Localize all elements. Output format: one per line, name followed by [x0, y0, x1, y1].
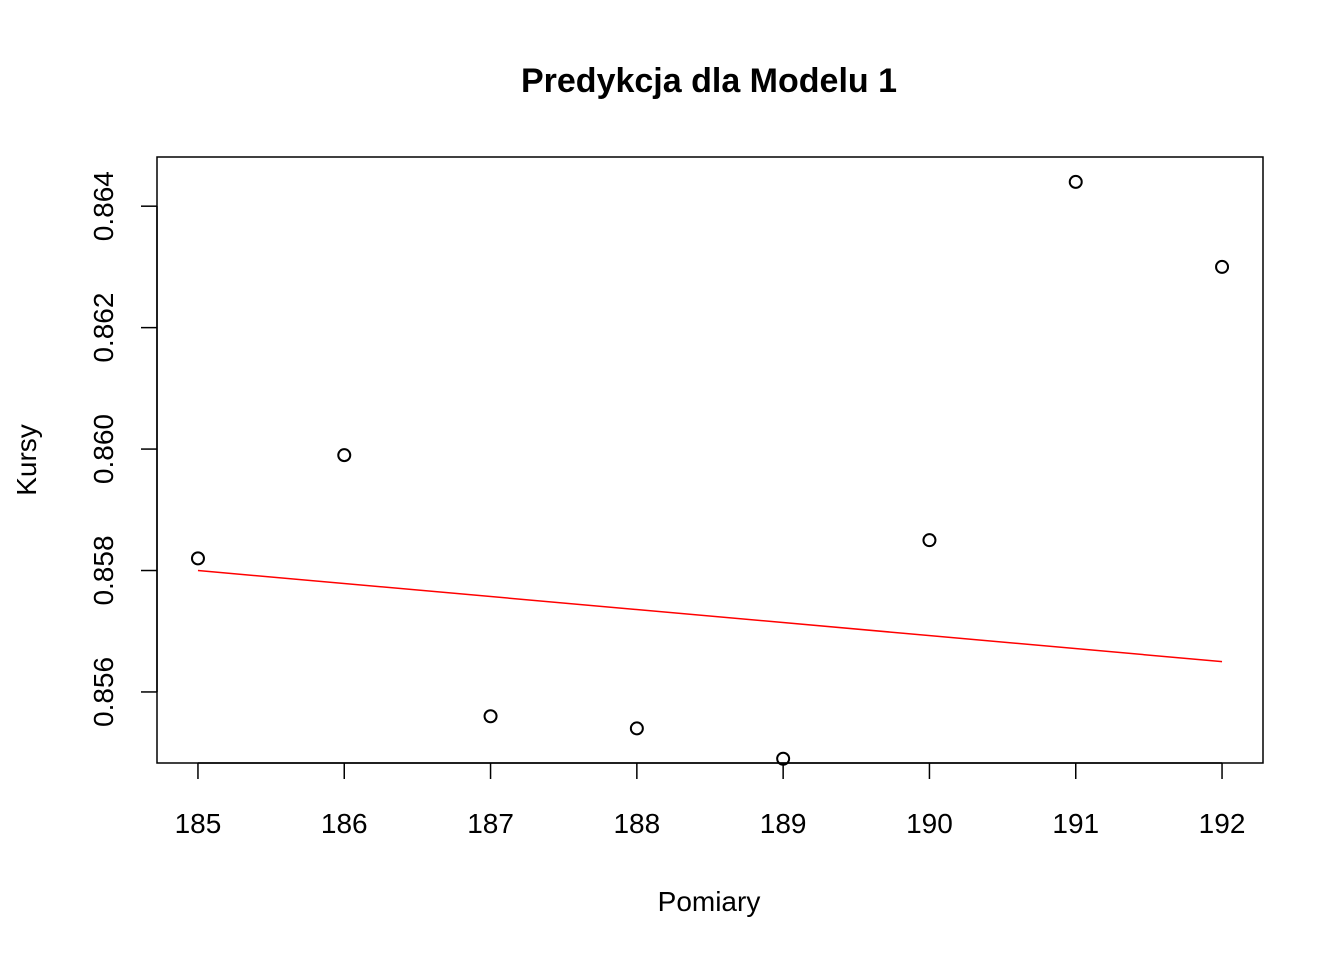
x-tick-label: 188 — [613, 808, 660, 839]
x-tick-label: 189 — [760, 808, 807, 839]
y-tick-label: 0.864 — [88, 171, 119, 241]
y-axis: 0.856 0.858 0.860 0.862 0.864 — [88, 171, 158, 727]
regression-line — [197, 569, 1223, 663]
y-tick-label: 0.862 — [88, 293, 119, 363]
plot-frame — [156, 156, 1264, 764]
x-tick-label: 190 — [906, 808, 953, 839]
data-point — [776, 751, 791, 766]
y-tick-label: 0.860 — [88, 414, 119, 484]
y-tick-label: 0.856 — [88, 657, 119, 727]
data-point — [483, 709, 498, 724]
y-tick-label: 0.858 — [88, 535, 119, 605]
data-point — [922, 533, 937, 548]
data-point — [190, 551, 205, 566]
data-point — [1068, 174, 1083, 189]
series-layer — [190, 174, 1230, 766]
x-tick-label: 186 — [321, 808, 368, 839]
chart-title: Predykcja dla Modelu 1 — [521, 62, 897, 100]
x-axis: 185 186 187 188 189 190 191 192 — [175, 762, 1246, 839]
x-tick-label: 185 — [175, 808, 222, 839]
data-point — [1215, 259, 1230, 274]
y-axis-label: Kursy — [11, 424, 42, 496]
data-point — [629, 721, 644, 736]
x-tick-label: 191 — [1052, 808, 1099, 839]
x-tick-label: 187 — [467, 808, 514, 839]
x-tick-label: 192 — [1199, 808, 1246, 839]
x-axis-label: Pomiary — [658, 886, 761, 917]
data-point — [337, 448, 352, 463]
